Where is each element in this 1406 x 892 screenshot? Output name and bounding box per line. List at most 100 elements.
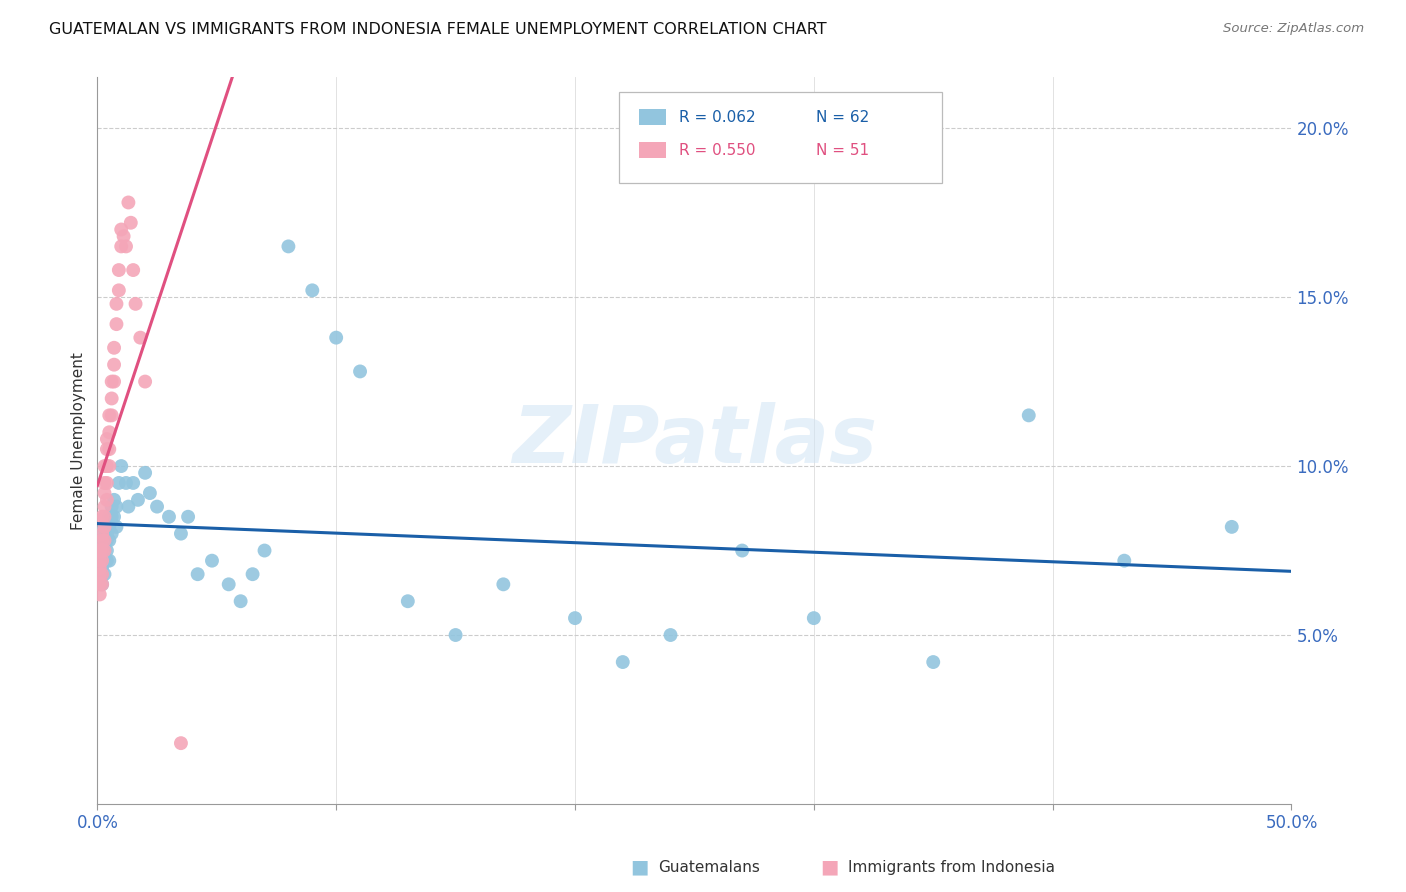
- Text: N = 51: N = 51: [817, 143, 869, 158]
- Point: [444, 628, 467, 642]
- Point: [93, 543, 115, 558]
- FancyBboxPatch shape: [619, 92, 942, 183]
- Point: [91, 543, 114, 558]
- Point: [91, 554, 114, 568]
- Point: [91, 577, 114, 591]
- Point: [229, 594, 252, 608]
- Point: [170, 526, 193, 541]
- Point: [253, 543, 276, 558]
- Point: [96, 432, 118, 446]
- Point: [122, 263, 145, 277]
- Point: [129, 331, 152, 345]
- Text: ■: ■: [820, 857, 839, 877]
- Point: [98, 554, 121, 568]
- Point: [98, 409, 121, 423]
- Point: [93, 543, 115, 558]
- Point: [108, 263, 131, 277]
- Point: [89, 554, 111, 568]
- Point: [922, 655, 945, 669]
- Point: [1018, 409, 1040, 423]
- Point: [93, 509, 115, 524]
- Point: [146, 500, 169, 514]
- Point: [659, 628, 682, 642]
- Point: [89, 543, 111, 558]
- Point: [89, 560, 111, 574]
- Point: [108, 475, 131, 490]
- Point: [187, 567, 209, 582]
- Point: [93, 533, 115, 548]
- Text: GUATEMALAN VS IMMIGRANTS FROM INDONESIA FEMALE UNEMPLOYMENT CORRELATION CHART: GUATEMALAN VS IMMIGRANTS FROM INDONESIA …: [49, 22, 827, 37]
- Point: [115, 475, 138, 490]
- Point: [91, 533, 114, 548]
- Point: [396, 594, 419, 608]
- Point: [100, 526, 122, 541]
- Point: [98, 533, 121, 548]
- Point: [100, 392, 122, 406]
- Point: [93, 520, 115, 534]
- Point: [177, 509, 200, 524]
- Point: [93, 486, 115, 500]
- Point: [103, 509, 125, 524]
- Text: ■: ■: [630, 857, 650, 877]
- Point: [91, 567, 114, 582]
- Point: [492, 577, 515, 591]
- Point: [91, 554, 114, 568]
- Point: [108, 283, 131, 297]
- Point: [277, 239, 299, 253]
- Point: [242, 567, 264, 582]
- Point: [110, 458, 132, 473]
- Point: [112, 229, 135, 244]
- Point: [134, 466, 156, 480]
- Point: [91, 526, 114, 541]
- Point: [1220, 520, 1243, 534]
- Point: [91, 560, 114, 574]
- Point: [93, 554, 115, 568]
- Point: [157, 509, 180, 524]
- Point: [96, 554, 118, 568]
- FancyBboxPatch shape: [640, 110, 666, 126]
- Text: Source: ZipAtlas.com: Source: ZipAtlas.com: [1223, 22, 1364, 36]
- Point: [110, 239, 132, 253]
- Point: [103, 492, 125, 507]
- Point: [122, 475, 145, 490]
- Point: [115, 239, 138, 253]
- Point: [93, 475, 115, 490]
- Text: R = 0.062: R = 0.062: [679, 110, 755, 125]
- Point: [89, 526, 111, 541]
- Point: [93, 567, 115, 582]
- Point: [89, 577, 111, 591]
- Point: [98, 509, 121, 524]
- Point: [98, 442, 121, 457]
- Point: [127, 492, 149, 507]
- Y-axis label: Female Unemployment: Female Unemployment: [72, 351, 86, 530]
- Point: [170, 736, 193, 750]
- Point: [803, 611, 825, 625]
- Point: [98, 458, 121, 473]
- Point: [89, 543, 111, 558]
- Point: [612, 655, 634, 669]
- Point: [120, 216, 142, 230]
- Point: [91, 509, 114, 524]
- Point: [91, 567, 114, 582]
- Point: [100, 375, 122, 389]
- Point: [96, 492, 118, 507]
- Point: [124, 297, 146, 311]
- Point: [93, 520, 115, 534]
- Point: [201, 554, 224, 568]
- Point: [100, 509, 122, 524]
- Point: [89, 567, 111, 582]
- FancyBboxPatch shape: [640, 142, 666, 158]
- Point: [91, 533, 114, 548]
- Text: N = 62: N = 62: [817, 110, 869, 125]
- Point: [96, 543, 118, 558]
- Point: [134, 375, 156, 389]
- Point: [91, 577, 114, 591]
- Point: [110, 222, 132, 236]
- Point: [301, 283, 323, 297]
- Point: [105, 500, 128, 514]
- Point: [93, 533, 115, 548]
- Point: [117, 195, 139, 210]
- Point: [89, 554, 111, 568]
- Point: [105, 317, 128, 331]
- Text: Guatemalans: Guatemalans: [658, 860, 759, 874]
